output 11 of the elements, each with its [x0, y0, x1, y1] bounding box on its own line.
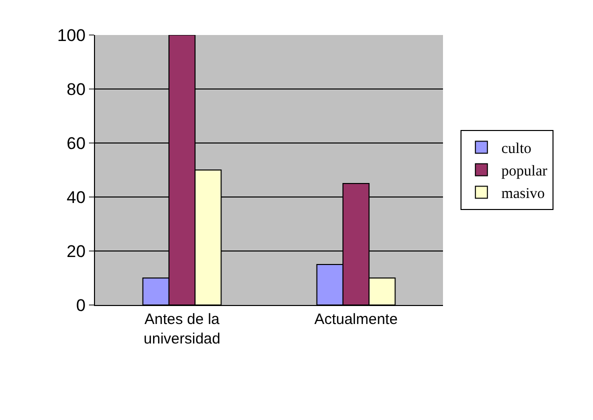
y-tick-label: 80 [66, 80, 86, 99]
legend-label: popular [501, 164, 548, 180]
y-tick-label: 40 [66, 188, 86, 207]
y-tick-label: 20 [66, 242, 86, 261]
legend-label: masivo [501, 186, 545, 202]
y-tick-label: 100 [57, 26, 86, 45]
y-tick-label: 60 [66, 134, 86, 153]
y-tick-label: 0 [76, 296, 86, 315]
x-tick-label: Antes de la universidad [144, 311, 220, 348]
legend-label: culto [501, 141, 532, 158]
x-tick-label: Actualmente [314, 311, 398, 328]
